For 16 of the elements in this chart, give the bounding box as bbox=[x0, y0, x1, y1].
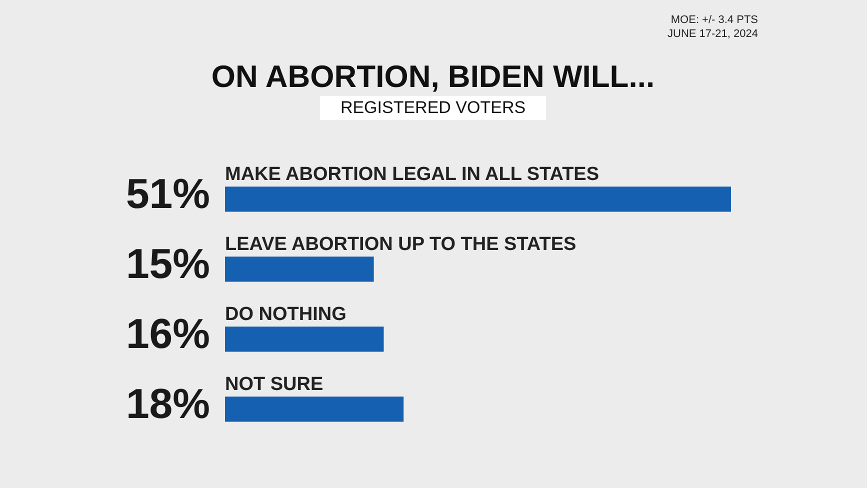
y-tick-label: NOT SURE bbox=[225, 374, 324, 395]
bar bbox=[225, 256, 374, 282]
data-label: 51% bbox=[126, 170, 210, 217]
chart-title: ON ABORTION, BIDEN WILL... bbox=[211, 59, 655, 94]
text: JUNE 17-21, 2024 bbox=[668, 28, 758, 40]
bar bbox=[225, 396, 404, 422]
y-tick-label: DO NOTHING bbox=[225, 304, 346, 325]
bar bbox=[225, 326, 384, 352]
y-tick-label: MAKE ABORTION LEGAL IN ALL STATES bbox=[225, 164, 600, 185]
data-label: 16% bbox=[126, 310, 210, 357]
bar bbox=[225, 186, 731, 212]
data-label: 15% bbox=[126, 240, 210, 287]
text: MOE: +/- 3.4 PTS bbox=[670, 14, 758, 26]
data-label: 18% bbox=[126, 380, 210, 427]
y-tick-label: LEAVE ABORTION UP TO THE STATES bbox=[225, 234, 576, 255]
chart-subtitle: REGISTERED VOTERS bbox=[340, 98, 526, 117]
